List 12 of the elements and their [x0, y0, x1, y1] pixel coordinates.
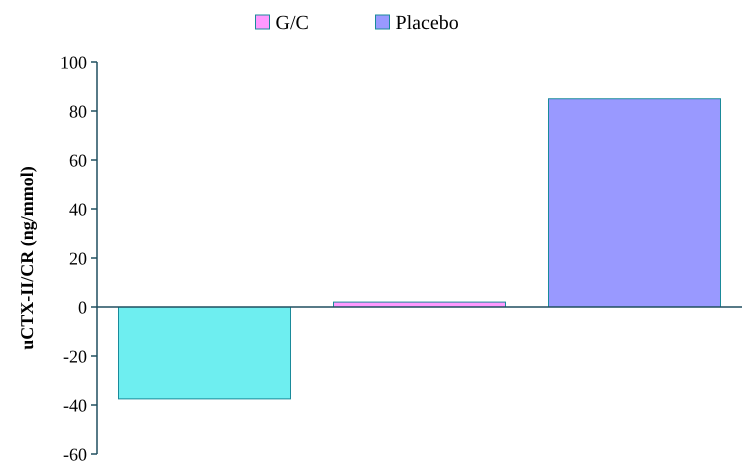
y-tick-label: 40	[69, 199, 87, 220]
y-tick-label: 20	[69, 248, 87, 268]
y-tick-label: -20	[63, 346, 87, 366]
legend-label: G/C	[276, 12, 309, 34]
y-tick-label: 0	[78, 297, 87, 318]
y-tick-label: 60	[69, 150, 87, 170]
y-tick-label: -60	[63, 444, 87, 464]
y-axis-title: uCTX-II/CR (ng/mmol)	[17, 166, 37, 350]
y-tick-label: 100	[60, 52, 87, 72]
legend-label: Placebo	[396, 12, 459, 34]
y-tick-label: 80	[69, 101, 87, 122]
y-tick-label: -40	[63, 395, 87, 416]
